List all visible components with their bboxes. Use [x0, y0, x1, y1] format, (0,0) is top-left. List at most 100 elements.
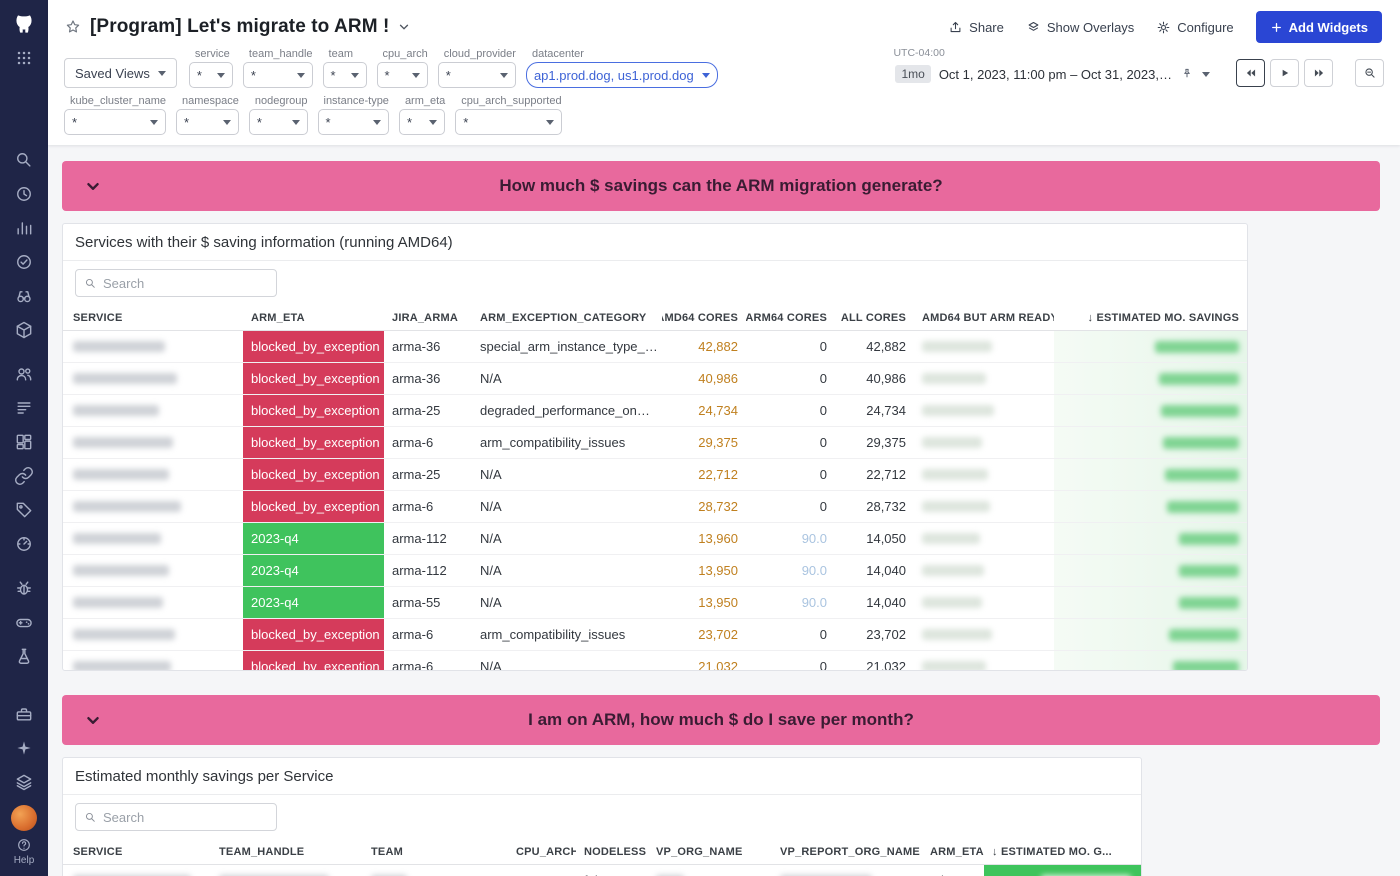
column-header[interactable]: SERVICE — [73, 845, 123, 858]
column-header[interactable]: JIRA_ARMA — [392, 311, 458, 324]
show-overlays-button[interactable]: Show Overlays — [1026, 20, 1134, 35]
table-row[interactable]: blocked_by_exception arma-6 N/A 28,732 0 28,7… — [63, 491, 1247, 523]
table-row[interactable]: blocked_by_exception arma-36 N/A 40,986 0 40,… — [63, 363, 1247, 395]
sidebar-item-layers[interactable] — [8, 767, 40, 797]
saved-views-dropdown[interactable]: Saved Views — [64, 58, 177, 88]
sidebar-item-metrics[interactable] — [8, 213, 40, 243]
filter-dropdown-cpu_arch_supported[interactable]: * — [455, 109, 562, 135]
column-header[interactable]: ALL CORES — [840, 311, 906, 324]
sidebar-item-watchdog[interactable] — [8, 281, 40, 311]
arm-ready-cell — [914, 651, 1054, 670]
service-cell — [63, 363, 243, 394]
column-header[interactable]: ARM64 CORES — [746, 311, 827, 324]
help-button[interactable]: Help — [14, 837, 34, 866]
table-row[interactable]: 2023-q4 arma-55 N/A 13,950 90.0 14,040 — [63, 587, 1247, 619]
column-header[interactable]: ↓ ESTIMATED MO. G... — [992, 845, 1112, 858]
search-input[interactable] — [103, 809, 268, 825]
widget-services-savings: Services with their $ saving information… — [62, 223, 1248, 671]
filter-dropdown-cloud_provider[interactable]: * — [437, 62, 516, 88]
column-header[interactable]: SERVICE — [73, 311, 123, 324]
configure-button[interactable]: Configure — [1156, 19, 1234, 35]
sidebar-item-sparkle[interactable] — [8, 733, 40, 763]
filter-dropdown-datacenter[interactable]: ap1.prod.dog, us1.prod.dog — [525, 62, 718, 88]
filter-dropdown-team_handle[interactable]: * — [242, 62, 313, 88]
table-row[interactable]: blocked_by_exception arma-25 degraded_perf… — [63, 395, 1247, 427]
chevron-down-icon — [701, 72, 710, 78]
search-input[interactable] — [103, 275, 268, 291]
datadog-logo[interactable] — [9, 9, 39, 39]
column-header[interactable]: VP_REPORT_ORG_NAME — [780, 845, 920, 858]
column-header[interactable]: ↓ ESTIMATED MO. SAVINGS — [1087, 311, 1239, 324]
play-button[interactable] — [1270, 59, 1299, 87]
column-header[interactable]: ARM_ETA — [251, 311, 305, 324]
time-range-picker[interactable]: 1mo Oct 1, 2023, 11:00 pm – Oct 31, 2023… — [889, 60, 1216, 88]
filter-dropdown-arm_eta[interactable]: * — [398, 109, 446, 135]
filter-dropdown-nodegroup[interactable]: * — [248, 109, 308, 135]
filter-dropdown-instance-type[interactable]: * — [317, 109, 389, 135]
share-button[interactable]: Share — [948, 20, 1004, 35]
sidebar-item-bug[interactable] — [8, 573, 40, 603]
sidebar-item-users[interactable] — [8, 359, 40, 389]
column-header[interactable]: VP_ORG_NAME — [656, 845, 743, 858]
table-row[interactable]: 2023-q4 arma-112 N/A 13,960 90.0 14,050 — [63, 523, 1247, 555]
table-row[interactable]: arm64false N/A — [63, 865, 1141, 876]
sidebar-item-search[interactable] — [8, 145, 40, 175]
table-search-1[interactable] — [75, 269, 277, 297]
table-search-2[interactable] — [75, 803, 277, 831]
sidebar-item-dashboards[interactable] — [8, 427, 40, 457]
datadog-logo-icon — [16, 15, 32, 33]
column-header[interactable]: ARM_EXCEPTION_CATEGORY — [480, 311, 647, 324]
table-row[interactable]: blocked_by_exception arma-6 arm_compatibil… — [63, 427, 1247, 459]
user-avatar[interactable] — [11, 805, 37, 831]
sidebar-item-history[interactable] — [8, 179, 40, 209]
favorite-star-icon[interactable] — [64, 18, 82, 36]
arm-eta-cell: 2023-q4 — [243, 523, 384, 554]
pin-icon[interactable] — [1180, 67, 1194, 81]
filter-value: * — [250, 67, 256, 83]
filter-dropdown-namespace[interactable]: * — [176, 109, 239, 135]
section-banner-2[interactable]: I am on ARM, how much $ do I save per mo… — [62, 695, 1380, 745]
rewind-button[interactable] — [1236, 59, 1265, 87]
table-row[interactable]: blocked_by_exception arma-25 N/A 22,712 0 22,… — [63, 459, 1247, 491]
column-header[interactable]: NODELESS — [584, 845, 647, 858]
section-banner-1[interactable]: How much $ savings can the ARM migration… — [62, 161, 1380, 211]
sidebar-item-flask[interactable] — [8, 641, 40, 671]
column-header[interactable]: TEAM — [371, 845, 403, 858]
filter-dropdown-kube_cluster_name[interactable]: * — [64, 109, 167, 135]
collapse-chevron-icon[interactable] — [82, 709, 104, 734]
sidebar-item-gauge[interactable] — [8, 529, 40, 559]
sidebar-item-infrastructure[interactable] — [8, 315, 40, 345]
zoom-out-button[interactable] — [1355, 59, 1384, 87]
apps-grid-button[interactable] — [8, 43, 40, 73]
table-row[interactable]: 2023-q4 arma-112 N/A 13,950 90.0 14,040 — [63, 555, 1247, 587]
sidebar-item-game-controller[interactable] — [8, 607, 40, 637]
add-widgets-button[interactable]: Add Widgets — [1255, 11, 1382, 43]
sidebar-item-toolbox[interactable] — [8, 699, 40, 729]
sidebar-item-logs[interactable] — [8, 393, 40, 423]
sidebar-item-apm-link[interactable] — [8, 461, 40, 491]
redacted-text — [922, 469, 988, 480]
column-header[interactable]: AMD64 BUT ARM READY — [922, 311, 1054, 324]
table-row[interactable]: blocked_by_exception arma-6 arm_compatibil… — [63, 619, 1247, 651]
sidebar-item-monitors[interactable] — [8, 247, 40, 277]
filter-dropdown-cpu_arch[interactable]: * — [376, 62, 428, 88]
fast-forward-button[interactable] — [1304, 59, 1333, 87]
jira-cell: arma-6 — [392, 659, 434, 671]
collapse-chevron-icon[interactable] — [82, 175, 104, 200]
column-header[interactable]: CPU_ARCH — [516, 845, 576, 858]
title-chevron-icon[interactable] — [397, 20, 411, 34]
column-header[interactable]: TEAM_HANDLE — [219, 845, 305, 858]
column-header[interactable]: AMD64 CORES — [662, 311, 738, 324]
filter-dropdown-service[interactable]: * — [188, 62, 233, 88]
jira-cell: arma-25 — [392, 467, 441, 482]
redacted-text — [73, 533, 161, 544]
infrastructure-icon — [16, 321, 32, 339]
chevron-down-icon — [216, 72, 225, 78]
sidebar-item-service-tag[interactable] — [8, 495, 40, 525]
filter-dropdown-team[interactable]: * — [322, 62, 367, 88]
configure-label: Configure — [1177, 19, 1234, 35]
table-row[interactable]: blocked_by_exception arma-6 N/A 21,032 0 21,0… — [63, 651, 1247, 671]
table-row[interactable]: blocked_by_exception arma-36 special_arm_i… — [63, 331, 1247, 363]
column-header[interactable]: ARM_ETA — [930, 845, 984, 858]
redacted-text — [1167, 500, 1239, 513]
